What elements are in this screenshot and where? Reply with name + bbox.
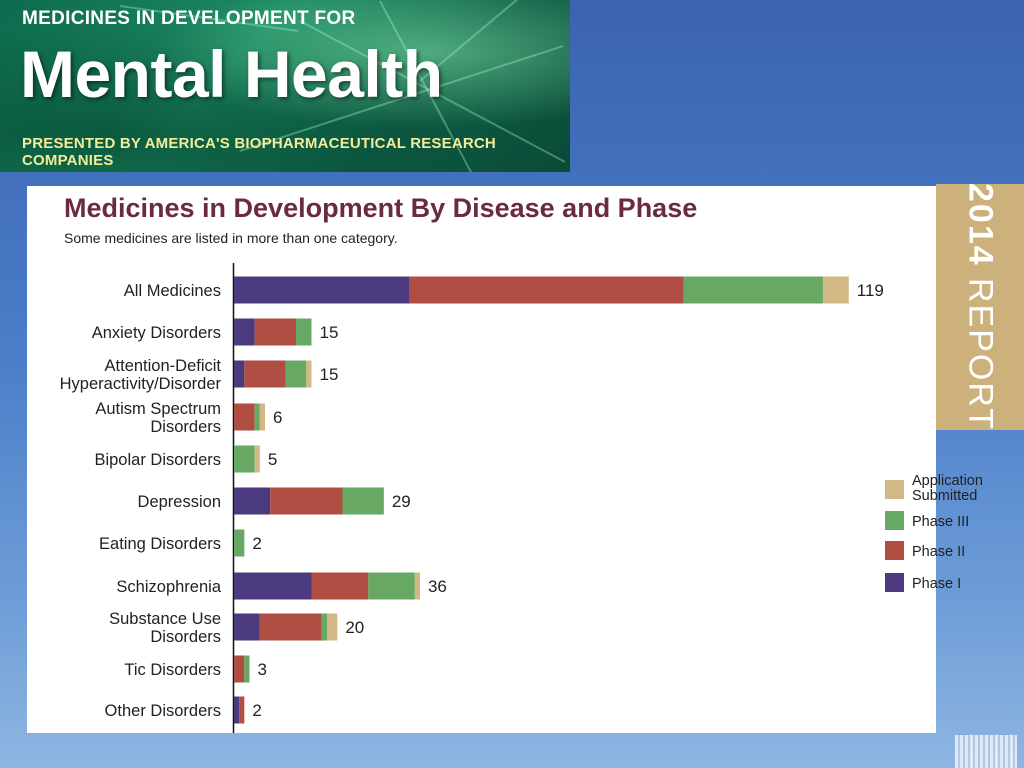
- bar-segment-phase-iii: [683, 276, 823, 304]
- bar-segment-phase-i: [234, 360, 245, 388]
- bar-segment-phase-iii: [321, 613, 327, 641]
- bar-total-label: 5: [268, 450, 277, 469]
- report-banner: MEDICINES IN DEVELOPMENT FOR Mental Heal…: [0, 0, 570, 172]
- banner-supertitle: MEDICINES IN DEVELOPMENT FOR: [22, 8, 356, 29]
- bar-total-label: 36: [428, 577, 447, 596]
- bar-segment-application-submitted: [259, 403, 265, 431]
- report-tab-text: 2014 REPORT: [961, 183, 1000, 432]
- bar-segment-application-submitted: [822, 276, 849, 304]
- category-label: Depression: [138, 493, 221, 511]
- bar-segment-phase-ii: [259, 613, 322, 641]
- bar-segment-phase-i: [234, 318, 255, 346]
- bar-segment-phase-iii: [254, 403, 260, 431]
- bar-segment-phase-iii: [285, 360, 307, 388]
- bar-segment-phase-iii: [368, 572, 415, 600]
- report-year-tab: 2014 REPORT: [936, 183, 1024, 432]
- bar-total-label: 15: [319, 365, 338, 384]
- legend-label: Phase I: [912, 576, 961, 592]
- university-seal-icon: [955, 735, 1017, 768]
- bar-segment-phase-i: [234, 572, 312, 600]
- bar-segment-phase-ii: [311, 572, 369, 600]
- bar-total-label: 6: [273, 408, 282, 427]
- chart-subtitle: Some medicines are listed in more than o…: [64, 230, 398, 246]
- bar-segment-application-submitted: [414, 572, 420, 600]
- bar-segment-phase-iii: [244, 655, 250, 683]
- bar-segment-phase-ii: [409, 276, 684, 304]
- category-label: Disorders: [150, 628, 221, 646]
- category-label: Disorders: [150, 418, 221, 436]
- legend-swatch: [885, 511, 904, 530]
- bar-segment-phase-iii: [295, 318, 312, 346]
- legend-label: Phase II: [912, 544, 965, 560]
- legend-label: Submitted: [912, 488, 977, 504]
- bar-segment-application-submitted: [254, 445, 260, 473]
- report-word: REPORT: [961, 278, 1000, 432]
- bar-total-label: 3: [257, 660, 266, 679]
- category-label: Hyperactivity/Disorder: [60, 375, 222, 393]
- bar-segment-phase-ii: [254, 318, 296, 346]
- bar-total-label: 119: [857, 281, 884, 300]
- bar-segment-application-submitted: [306, 360, 312, 388]
- banner-subtitle: PRESENTED BY AMERICA'S BIOPHARMACEUTICAL…: [22, 135, 496, 169]
- chart-title: Medicines in Development By Disease and …: [64, 193, 697, 223]
- legend-swatch: [885, 541, 904, 560]
- legend-label: Phase III: [912, 514, 969, 530]
- category-label: All Medicines: [124, 282, 221, 300]
- bar-total-label: 29: [392, 492, 411, 511]
- bar-segment-phase-iii: [342, 487, 384, 515]
- bar-total-label: 2: [252, 534, 261, 553]
- category-label: Attention-Deficit: [105, 357, 222, 375]
- category-label: Other Disorders: [105, 702, 221, 720]
- legend-label: Application: [912, 473, 983, 489]
- category-label: Anxiety Disorders: [92, 324, 221, 342]
- report-year: 2014: [961, 182, 1000, 267]
- bar-segment-phase-i: [234, 487, 271, 515]
- legend-swatch: [885, 480, 904, 499]
- bar-segment-phase-iii: [234, 445, 255, 473]
- bar-segment-phase-i: [234, 276, 410, 304]
- bar-segment-phase-ii: [244, 360, 286, 388]
- category-label: Autism Spectrum: [95, 400, 221, 418]
- bar-total-label: 15: [319, 323, 338, 342]
- category-label: Substance Use: [109, 610, 221, 628]
- bar-segment-phase-i: [234, 696, 240, 724]
- bar-segment-phase-ii: [234, 655, 245, 683]
- bar-segment-phase-ii: [270, 487, 343, 515]
- category-label: Tic Disorders: [124, 661, 221, 679]
- bar-segment-phase-iii: [234, 529, 245, 557]
- category-label: Bipolar Disorders: [94, 451, 221, 469]
- bar-segment-phase-ii: [234, 403, 255, 431]
- bar-segment-application-submitted: [326, 613, 338, 641]
- bar-segment-phase-ii: [239, 696, 245, 724]
- category-label: Eating Disorders: [99, 535, 221, 553]
- bar-segment-phase-i: [234, 613, 260, 641]
- category-label: Schizophrenia: [116, 578, 221, 596]
- bar-total-label: 2: [252, 701, 261, 720]
- legend-swatch: [885, 573, 904, 592]
- bar-total-label: 20: [345, 618, 364, 637]
- banner-title: Mental Health: [20, 37, 443, 111]
